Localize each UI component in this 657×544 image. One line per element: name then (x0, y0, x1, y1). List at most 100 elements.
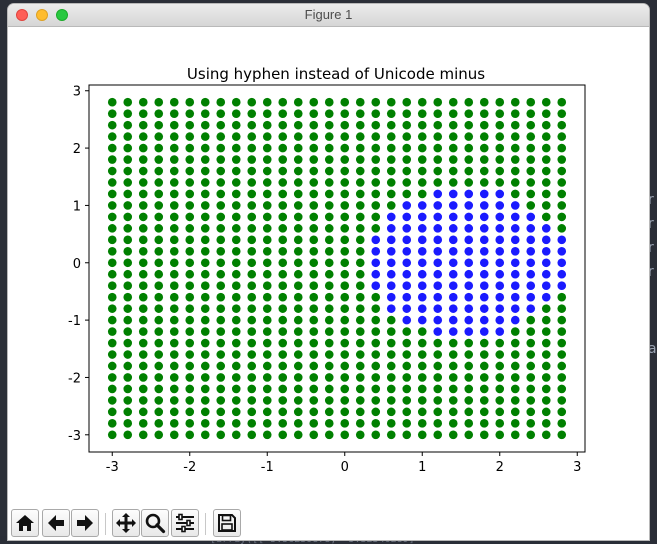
scatter-chart[interactable]: Using hyphen instead of Unicode minus -3… (8, 27, 649, 507)
data-point (262, 384, 272, 394)
data-point (138, 373, 148, 382)
data-point (123, 258, 133, 268)
data-point (433, 247, 443, 256)
data-point (355, 155, 365, 164)
data-point (495, 258, 505, 268)
data-point (448, 292, 458, 302)
data-point (417, 407, 427, 417)
data-point (371, 281, 381, 290)
data-point (309, 396, 319, 405)
data-point (402, 143, 412, 153)
data-point (324, 143, 334, 153)
data-point (355, 315, 365, 325)
data-point (154, 419, 164, 428)
data-point (433, 132, 443, 141)
data-point (386, 120, 396, 130)
zoom-button[interactable] (141, 509, 169, 537)
data-point (169, 178, 179, 187)
data-point (464, 304, 474, 313)
data-point (154, 178, 164, 187)
data-point (324, 120, 334, 130)
data-point (278, 132, 288, 141)
data-point (355, 201, 365, 210)
title-bar[interactable]: Figure 1 (8, 4, 649, 27)
data-point (216, 361, 226, 371)
data-point (247, 178, 257, 187)
data-point (510, 430, 520, 440)
data-point (448, 235, 458, 245)
data-point (247, 97, 257, 107)
data-point (495, 292, 505, 302)
back-button[interactable] (42, 509, 70, 537)
data-point (309, 109, 319, 118)
data-point (107, 430, 117, 440)
data-point (324, 373, 334, 382)
data-point (138, 292, 148, 302)
data-point (324, 338, 334, 348)
data-point (154, 201, 164, 210)
data-point (123, 212, 133, 222)
save-button[interactable] (213, 509, 241, 537)
data-point (433, 419, 443, 428)
data-point (479, 235, 489, 245)
data-point (138, 419, 148, 428)
data-point (169, 419, 179, 428)
minimize-window-button[interactable] (36, 9, 48, 21)
data-point (402, 166, 412, 176)
data-point (138, 201, 148, 210)
data-point (464, 269, 474, 279)
data-point (185, 361, 195, 371)
data-point (340, 212, 350, 222)
data-point (154, 166, 164, 176)
data-point (324, 155, 334, 164)
data-point (123, 109, 133, 118)
forward-button[interactable] (71, 509, 99, 537)
data-point (185, 269, 195, 279)
data-point (200, 166, 210, 176)
data-point (526, 315, 536, 325)
data-point (448, 407, 458, 417)
pan-button[interactable] (112, 509, 140, 537)
data-point (200, 338, 210, 348)
data-point (278, 419, 288, 428)
data-point (247, 120, 257, 130)
maximize-window-button[interactable] (56, 9, 68, 21)
data-point (510, 155, 520, 164)
data-point (479, 97, 489, 107)
data-point (464, 120, 474, 130)
data-point (448, 224, 458, 233)
data-point (526, 373, 536, 382)
data-point (293, 258, 303, 268)
data-point (262, 304, 272, 313)
configure-subplots-button[interactable] (171, 509, 199, 537)
data-point (526, 143, 536, 153)
data-point (231, 109, 241, 118)
data-point (200, 224, 210, 233)
data-point (479, 384, 489, 394)
data-point (231, 178, 241, 187)
data-point (417, 281, 427, 290)
data-point (417, 201, 427, 210)
data-point (123, 97, 133, 107)
data-point (371, 419, 381, 428)
data-point (526, 97, 536, 107)
data-point (464, 327, 474, 336)
data-point (479, 120, 489, 130)
close-window-button[interactable] (16, 9, 28, 21)
data-point (169, 120, 179, 130)
data-point (541, 258, 551, 268)
data-point (154, 292, 164, 302)
data-point (402, 258, 412, 268)
data-point (309, 189, 319, 199)
data-point (433, 109, 443, 118)
data-point (541, 235, 551, 245)
data-point (309, 338, 319, 348)
data-point (231, 315, 241, 325)
data-point (510, 120, 520, 130)
home-button[interactable] (11, 509, 39, 537)
data-point (169, 315, 179, 325)
data-point (200, 304, 210, 313)
data-point (402, 384, 412, 394)
data-point (293, 201, 303, 210)
data-point (557, 327, 567, 336)
